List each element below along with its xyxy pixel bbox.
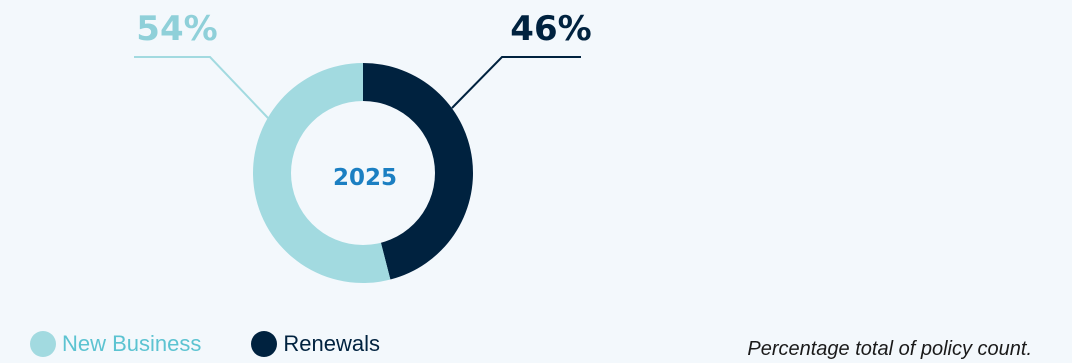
legend-label-renewals: Renewals <box>283 331 380 356</box>
legend-item-renewals: Renewals <box>251 331 380 357</box>
leader-line-new-business <box>134 56 269 119</box>
legend-label-new-business: New Business <box>62 331 202 356</box>
center-year-label: 2025 <box>333 165 397 191</box>
legend: New Business Renewals <box>30 330 430 358</box>
donut-hole <box>291 101 435 245</box>
leader-lines <box>134 56 581 119</box>
slice-label-new-business: 54% <box>136 9 217 49</box>
legend-item-new-business: New Business <box>30 331 201 357</box>
leader-line-renewals <box>451 56 581 109</box>
slice-label-renewals: 46% <box>510 9 591 49</box>
legend-swatch-new-business <box>30 331 56 357</box>
footnote: Percentage total of policy count. <box>747 338 1032 360</box>
legend-swatch-renewals <box>251 331 278 357</box>
